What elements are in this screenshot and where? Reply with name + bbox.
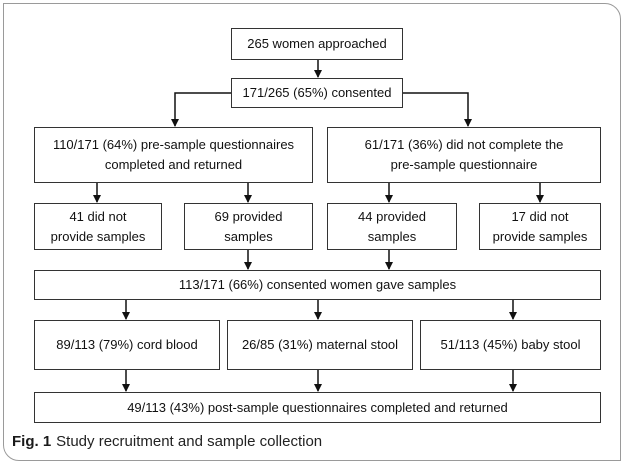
flow-box: 41 did not provide samples: [34, 203, 162, 250]
flow-box: 49/113 (43%) post-sample questionnaires …: [34, 392, 601, 423]
box-text: 113/171 (66%) consented women gave sampl…: [178, 277, 457, 292]
box-text: 26/85 (31%) maternal stool: [241, 337, 399, 352]
box-text: 110/171 (64%) pre-sample questionnaires: [52, 137, 295, 152]
box-text: 51/113 (45%) baby stool: [440, 337, 581, 352]
box-text: provide samples: [50, 228, 146, 244]
box-text: 41 did not: [69, 208, 127, 224]
flow-box: 265 women approached: [231, 28, 403, 60]
flow-box: 61/171 (36%) did not complete the pre-sam…: [327, 127, 601, 183]
box-text: 89/113 (79%) cord blood: [56, 337, 198, 352]
flow-box: 89/113 (79%) cord blood: [34, 320, 220, 370]
flow-box: 110/171 (64%) pre-sample questionnaires c…: [34, 127, 313, 183]
box-text: 265 women approached: [247, 36, 387, 51]
caption-label: Fig. 1: [12, 433, 52, 450]
caption: Fig. 1 Study recruitment and sample colle…: [12, 433, 322, 450]
box-text: samples: [367, 228, 417, 244]
box-text: 44 provided: [358, 208, 426, 224]
box-text: pre-sample questionnaire: [390, 157, 538, 172]
flow-box: 44 provided samples: [327, 203, 457, 250]
caption-text: Study recruitment and sample collection: [56, 433, 323, 450]
box-text: 69 provided: [214, 208, 283, 224]
flow-box: 113/171 (66%) consented women gave sampl…: [34, 270, 601, 300]
box-text: 17 did not: [511, 208, 569, 224]
figure-frame: [3, 3, 621, 461]
box-text: 49/113 (43%) post-sample questionnaires …: [127, 399, 508, 415]
flow-box: 51/113 (45%) baby stool: [420, 320, 601, 370]
flow-box: 69 provided samples: [184, 203, 313, 250]
box-text: 61/171 (36%) did not complete the: [364, 137, 564, 152]
box-text: completed and returned: [104, 157, 243, 172]
flow-box: 17 did not provide samples: [479, 203, 601, 250]
flow-box: 26/85 (31%) maternal stool: [227, 320, 413, 370]
flow-box: 171/265 (65%) consented: [231, 78, 403, 108]
arrow-group: [93, 60, 544, 392]
box-text: samples: [224, 228, 273, 244]
box-text: 171/265 (65%) consented: [242, 85, 392, 100]
box-text: provide samples: [492, 228, 588, 244]
